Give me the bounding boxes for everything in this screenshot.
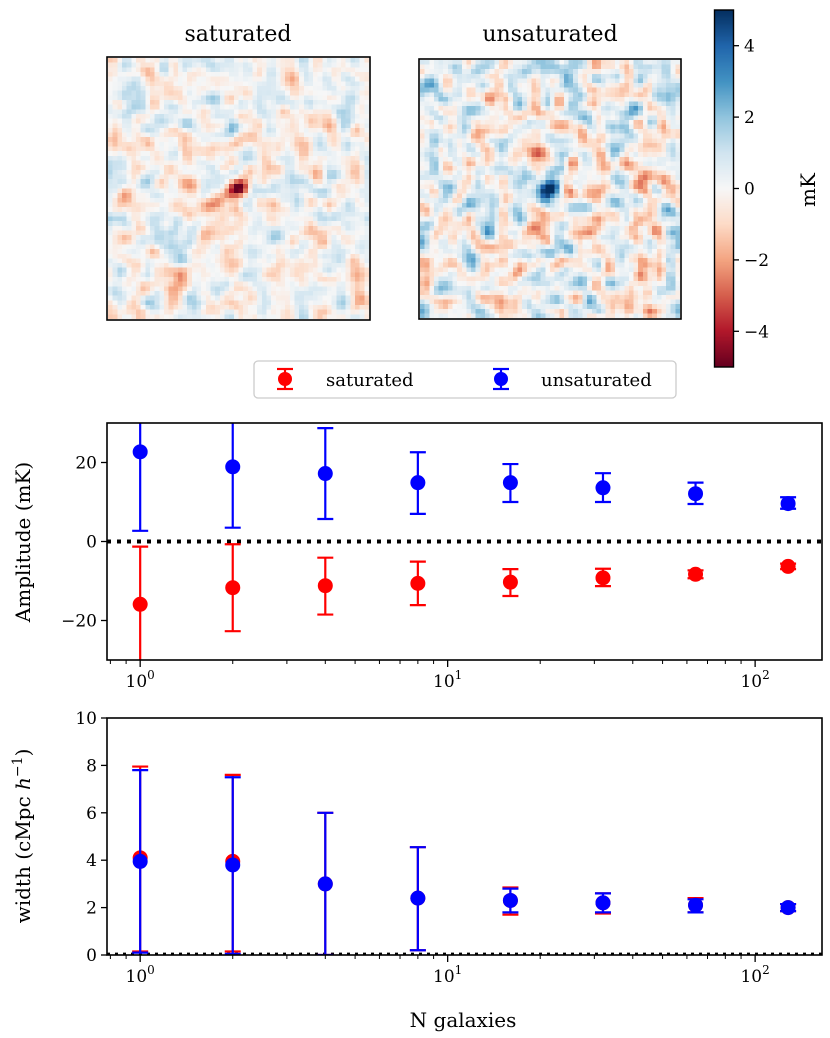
amplitude-point-unsaturated <box>780 496 796 512</box>
amplitude-point-unsaturated <box>132 444 148 460</box>
amplitude-point-unsaturated <box>502 475 518 491</box>
amplitude-point-saturated <box>132 596 148 612</box>
legend-box <box>253 360 677 399</box>
amplitude-point-saturated <box>317 578 333 594</box>
colorbar-tick-label: −4 <box>744 322 769 342</box>
amplitude-ytick-label: 20 <box>75 454 97 474</box>
legend-label-unsaturated: unsaturated <box>541 370 652 391</box>
amplitude-point-unsaturated <box>317 466 333 482</box>
width-xtick-label: 101 <box>433 963 462 987</box>
width-xtick-exp: 1 <box>455 963 463 977</box>
width-ytick-label: 0 <box>86 946 97 966</box>
width-point-unsaturated <box>410 890 426 906</box>
colorbar-frame <box>713 9 735 368</box>
width-xtick-base: 10 <box>740 967 762 987</box>
width-ylabel: width (cMpc h−1) <box>10 749 35 924</box>
width-point-unsaturated <box>688 897 704 913</box>
width-ytick-label: 6 <box>86 804 97 824</box>
amplitude-xtick-label: 102 <box>740 668 769 692</box>
map-title-unsaturated: unsaturated <box>482 22 617 47</box>
amplitude-point-unsaturated <box>410 475 426 491</box>
colorbar-tick-label: 4 <box>744 37 755 57</box>
amplitude-ytick-label: 0 <box>86 533 97 553</box>
width-point-unsaturated <box>502 892 518 908</box>
map-title-saturated: saturated <box>185 22 292 47</box>
width-xtick-base: 10 <box>433 967 455 987</box>
colorbar-gradient <box>715 10 734 367</box>
legend-label-saturated: saturated <box>326 370 414 391</box>
legend-point <box>278 372 292 386</box>
amplitude-xtick-base: 10 <box>126 672 148 692</box>
amplitude-point-saturated <box>410 575 426 591</box>
heatmap-saturated <box>108 58 369 319</box>
amplitude-ytick-label: −20 <box>61 612 97 632</box>
width-xtick-label: 100 <box>126 963 155 987</box>
amplitude-point-saturated <box>780 558 796 574</box>
width-point-unsaturated <box>225 857 241 873</box>
width-frame <box>106 717 823 956</box>
amplitude-xtick-label: 101 <box>433 668 462 692</box>
colorbar-tick-label: −2 <box>744 251 769 271</box>
amplitude-xtick-label: 100 <box>126 668 155 692</box>
amplitude-point-saturated <box>688 566 704 582</box>
x-axis-label: N galaxies <box>410 1008 517 1032</box>
width-ytick-label: 2 <box>86 899 97 919</box>
width-xtick-exp: 0 <box>147 963 155 977</box>
width-ylabel-exp: −1 <box>10 756 26 777</box>
amplitude-point-unsaturated <box>225 459 241 475</box>
amplitude-xtick-exp: 1 <box>455 668 463 682</box>
width-ylabel-h: h <box>11 777 35 790</box>
colorbar-tick-label: 2 <box>744 108 755 128</box>
legend-marker-unsaturated <box>493 367 509 391</box>
colorbar-label: mK <box>796 172 820 207</box>
amplitude-frame <box>106 422 823 661</box>
amplitude-plot-area <box>107 423 822 660</box>
amplitude-xtick-exp: 0 <box>147 668 155 682</box>
amplitude-point-unsaturated <box>595 480 611 496</box>
width-xtick-base: 10 <box>126 967 148 987</box>
width-xtick-exp: 2 <box>762 963 770 977</box>
width-ytick-label: 10 <box>75 709 97 729</box>
width-ytick-label: 8 <box>86 756 97 776</box>
width-point-unsaturated <box>780 900 796 916</box>
legend-marker-saturated <box>277 367 293 391</box>
amplitude-xtick-base: 10 <box>740 672 762 692</box>
width-plot-area <box>107 765 822 955</box>
width-ytick-label: 4 <box>86 851 97 871</box>
amplitude-point-saturated <box>595 570 611 586</box>
width-point-unsaturated <box>595 895 611 911</box>
amplitude-point-saturated <box>225 580 241 596</box>
map-frame-saturated <box>106 56 371 321</box>
width-ylabel-close: ) <box>11 749 35 757</box>
legend: saturated unsaturated <box>253 360 677 399</box>
colorbar-tick-label: 0 <box>744 180 755 200</box>
legend-point <box>494 372 508 386</box>
width-point-unsaturated <box>317 876 333 892</box>
width-ylabel-main: width (cMpc <box>11 790 35 923</box>
amplitude-xtick-base: 10 <box>433 672 455 692</box>
amplitude-point-saturated <box>502 574 518 590</box>
map-frame-unsaturated <box>418 58 682 320</box>
amplitude-point-unsaturated <box>688 486 704 502</box>
heatmap-unsaturated <box>420 60 680 318</box>
width-xtick-label: 102 <box>740 963 769 987</box>
amplitude-xtick-exp: 2 <box>762 668 770 682</box>
width-point-unsaturated <box>132 853 148 869</box>
amplitude-ylabel: Amplitude (mK) <box>11 462 35 623</box>
